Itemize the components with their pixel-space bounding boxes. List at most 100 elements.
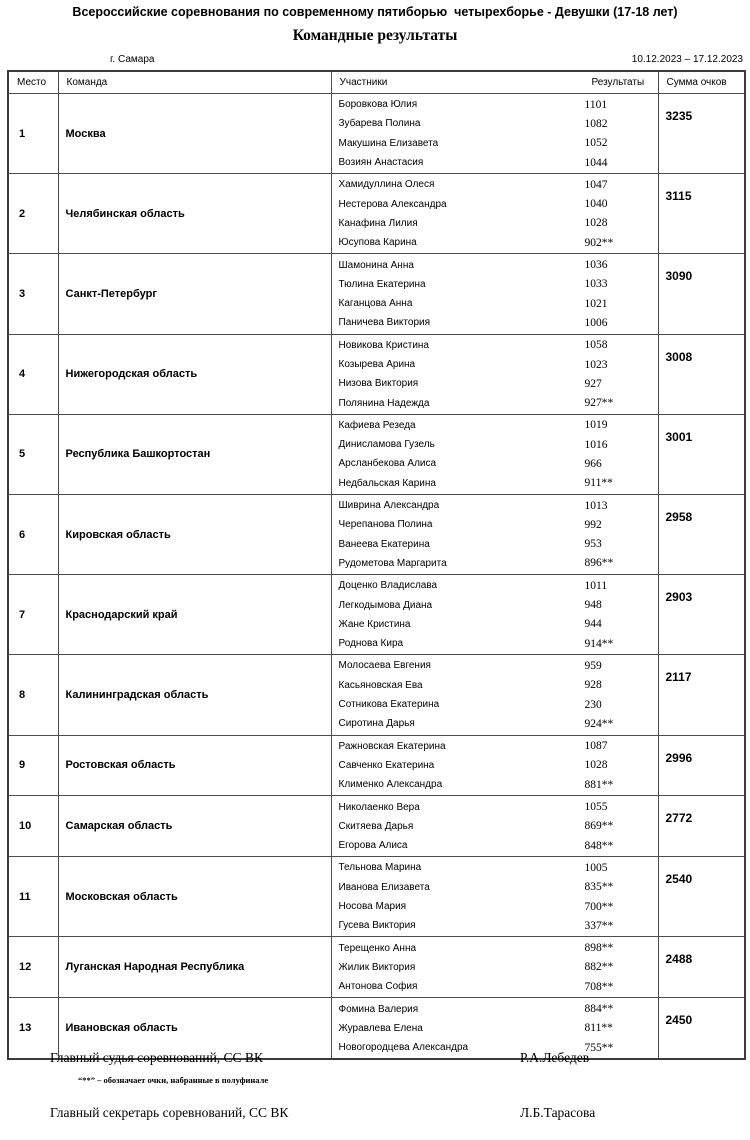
table-header: Место Команда Участники Результаты Сумма… [7,70,746,94]
participant-row: Ванеева Екатерина 953 [332,535,658,554]
col-header-results: Результаты [591,77,645,88]
team-cell: Московская область [57,856,332,938]
participant-result: 1013 [584,499,608,512]
participant-name: Журавлева Елена [338,1022,423,1034]
participant-result: 1101 [584,98,608,111]
participant-result: 1023 [584,358,608,371]
participant-name: Недбальская Карина [338,477,436,489]
participants-cell: Молосаева Евгения 959 Касьяновская Ева 9… [330,654,659,736]
participant-row: Сиротина Дарья 924** [332,714,658,733]
participant-row: Юсупова Карина 902** [332,233,658,252]
team-total-cell: 2450 [657,997,746,1060]
participant-row: Ражновская Екатерина 1087 [332,737,658,756]
participant-result: 848** [584,839,614,852]
participant-row: Канафина Лилия 1028 [332,214,658,233]
participant-row: Егорова Алиса 848** [332,836,658,855]
participant-row: Боровкова Юлия 1101 [332,95,658,114]
participant-row: Арсланбекова Алиса 966 [332,454,658,473]
participant-name: Тельнова Марина [338,862,422,874]
team-row: 6 Кировская область Шиврина Александра 1… [7,493,746,576]
team-cell: Луганская Народная Республика [57,936,332,999]
participant-row: Рудометова Маргарита 896** [332,554,658,573]
participants-cell: Доценко Владислава 1011 Легкодымова Диан… [330,574,659,656]
judge-label: Главный судья соревнований, СС ВК [50,1050,263,1065]
place-cell: 1 [7,92,59,175]
participant-result: 896** [584,557,614,570]
participant-name: Сиротина Дарья [338,718,415,730]
participant-name: Тюлина Екатерина [338,278,426,290]
team-row: 4 Нижегородская область Новикова Кристин… [7,333,746,415]
participant-name: Ражновская Екатерина [338,740,446,752]
participant-name: Шамонина Анна [338,259,414,271]
participant-row: Каганцова Анна 1021 [332,294,658,313]
participant-row: Новикова Кристина 1058 [332,336,658,355]
place-cell: 6 [7,493,59,576]
participant-result: 924** [584,717,614,730]
participant-result: 928 [584,679,602,692]
team-row: 12 Луганская Народная Республика Терещен… [7,936,746,999]
team-cell: Самарская область [57,795,332,858]
participant-name: Шиврина Александра [338,500,440,512]
participant-row: Сотникова Екатерина 230 [332,695,658,714]
judge-name: Р.А.Лебедев [520,1050,590,1065]
col-header-place: Место [7,70,59,94]
team-cell: Кировская область [57,493,332,576]
col-header-participants: Участники [339,77,388,88]
participant-row: Жилик Виктория 882** [332,958,658,977]
team-row: 13 Ивановская область Фомина Валерия 884… [7,997,746,1060]
meta-row: г. Самара 10.12.2023 – 17.12.2023 [0,54,750,68]
participant-result: 1055 [584,801,608,814]
participant-name: Жане Кристина [338,618,411,630]
participant-row: Хамидуллина Олеся 1047 [332,175,658,194]
participant-result: 944 [584,618,602,631]
team-row: 2 Челябинская область Хамидуллина Олеся … [7,173,746,255]
participant-row: Носова Мария 700** [332,897,658,916]
place-cell: 13 [7,997,59,1060]
participant-name: Егорова Алиса [338,840,408,852]
team-row: 5 Республика Башкортостан Кафиева Резеда… [7,413,746,495]
participant-name: Новикова Кристина [338,339,430,351]
participant-name: Козырева Арина [338,359,416,370]
participant-row: Макушина Елизавета 1052 [332,134,658,153]
participant-name: Савченко Екатерина [338,759,435,771]
participant-name: Арсланбекова Алиса [338,458,437,470]
place-cell: 11 [7,856,59,938]
participant-name: Юсупова Карина [338,237,417,249]
participant-name: Гусева Виктория [338,920,416,932]
event-dates: 10.12.2023 – 17.12.2023 [631,54,743,65]
participants-cell: Шиврина Александра 1013 Черепанова Полин… [330,493,659,576]
participant-result: 1036 [584,259,608,272]
participant-result: 1021 [584,297,608,310]
participant-result: 708** [584,980,614,993]
place-cell: 7 [7,574,59,656]
participant-row: Новогородцева Александра 755** [332,1038,658,1057]
participants-cell: Ражновская Екатерина 1087 Савченко Екате… [330,734,659,797]
participant-name: Молосаева Евгения [338,660,431,672]
participant-row: Гусева Виктория 337** [332,916,658,935]
participant-row: Антонова София 708** [332,977,658,996]
participant-name: Роднова Кира [338,638,404,650]
participant-name: Динисламова Гузель [338,439,435,451]
participants-cell: Боровкова Юлия 1101 Зубарева Полина 1082… [330,92,659,175]
team-total-cell: 3001 [657,413,746,495]
participant-row: Полянина Надежда 927** [332,393,658,412]
team-total-cell: 2996 [657,734,746,797]
participant-result: 1052 [584,137,608,150]
participant-name: Ванеева Екатерина [338,538,430,550]
participants-cell: Николаенко Вера 1055 Скитяева Дарья 869*… [330,795,659,858]
secretary-name: Л.Б.Тарасова [520,1105,596,1120]
participants-cell: Хамидуллина Олеся 1047 Нестерова Алексан… [330,173,659,255]
team-total-cell: 2958 [657,493,746,576]
participant-row: Николаенко Вера 1055 [332,797,658,816]
participant-row: Касьяновская Ева 928 [332,676,658,695]
team-total-cell: 3235 [657,92,746,175]
place-cell: 12 [7,936,59,999]
participant-name: Макушина Елизавета [338,137,439,149]
participant-row: Иванова Елизавета 835** [332,878,658,897]
col-header-participants-results: Участники Результаты [330,70,659,94]
participant-name: Легкодымова Диана [338,599,433,611]
participant-result: 835** [584,881,614,894]
participant-result: 1028 [584,217,608,230]
participant-result: 1016 [584,438,608,451]
